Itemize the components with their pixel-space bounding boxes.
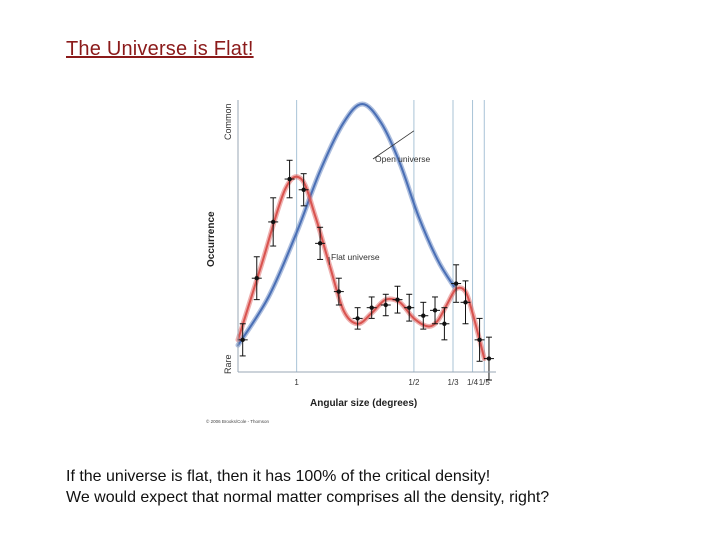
data-point [352, 307, 363, 330]
data-point [460, 280, 471, 325]
plot-area [238, 100, 496, 372]
point-marker [486, 356, 492, 361]
point-marker [407, 305, 412, 310]
cmb-power-spectrum-figure: 1 1/2 1/3 1/4 1/5 Open universe Flat universe … [200, 92, 510, 432]
open-universe-curve [237, 102, 455, 347]
body-line-2: We would expect that normal matter compr… [66, 489, 550, 506]
data-point [483, 336, 494, 381]
x-axis-label: Angular size (degrees) [310, 398, 417, 409]
data-point [439, 307, 450, 341]
point-marker [383, 302, 388, 308]
data-point [430, 296, 441, 325]
data-point [298, 173, 309, 207]
data-point [366, 296, 377, 319]
data-point [404, 293, 415, 322]
x-tick-label: 1/3 [447, 378, 459, 387]
point-marker [477, 337, 482, 343]
data-point [380, 293, 391, 317]
data-point [474, 317, 485, 362]
point-marker [432, 308, 438, 313]
point-marker [254, 276, 259, 281]
y-extreme-bottom: Rare [223, 354, 233, 374]
series-callout-label: Open universe [375, 154, 431, 164]
y-extreme-top: Common [223, 103, 233, 140]
data-point [392, 285, 403, 314]
point-marker [270, 219, 276, 225]
data-point [418, 301, 429, 330]
point-marker [301, 187, 306, 192]
y-axis-label: Occurrence [206, 211, 217, 267]
x-tick-label: 1 [294, 378, 299, 387]
x-tick-label: 1/5 [479, 378, 491, 387]
data-point [333, 277, 344, 306]
data-point [237, 323, 248, 357]
series-callout-leader [372, 130, 415, 160]
x-tick-label: 1/2 [408, 378, 420, 387]
data-point [268, 197, 279, 247]
point-marker [369, 305, 374, 310]
point-marker [317, 241, 323, 246]
copyright-note: © 2006 Brooks/Cole - Thomson [206, 418, 270, 424]
point-marker [453, 281, 459, 286]
data-point [451, 264, 462, 303]
series-callout-label: Flat universe [331, 252, 380, 262]
point-marker [421, 313, 426, 318]
body-text: If the universe is flat, then it has 100… [66, 466, 549, 508]
point-marker [463, 300, 468, 305]
slide-title: The Universe is Flat! [66, 38, 254, 60]
data-point [315, 226, 326, 260]
point-marker [240, 337, 245, 343]
point-marker [442, 321, 447, 326]
flat-universe-curve [237, 175, 486, 360]
data-point [251, 256, 262, 301]
point-marker [287, 176, 292, 182]
point-marker [395, 297, 400, 302]
body-line-1: If the universe is flat, then it has 100… [66, 468, 491, 485]
point-marker [336, 289, 342, 294]
x-tick-label: 1/4 [467, 378, 479, 387]
data-point [284, 159, 295, 199]
point-marker [355, 316, 360, 321]
